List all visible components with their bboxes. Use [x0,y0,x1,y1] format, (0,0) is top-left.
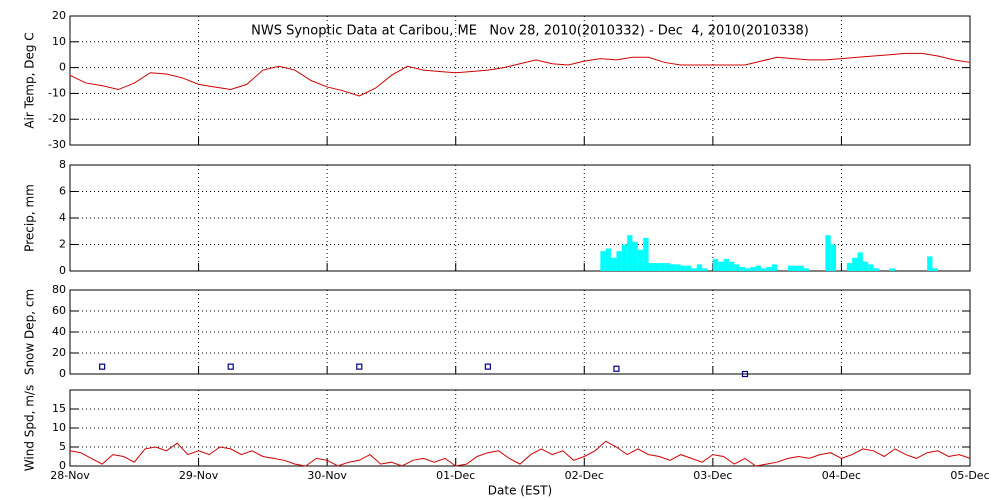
y-tick-label: 0 [59,459,66,472]
y-tick-label: 8 [59,158,66,171]
bar [857,252,863,271]
bar [718,261,724,271]
y-tick-label: -20 [48,112,66,125]
bar [745,268,751,271]
bar [825,235,831,271]
x-tick-label: 30-Nov [307,469,347,482]
y-tick-label: 60 [52,304,66,317]
point [227,363,234,370]
bar [675,264,681,271]
bar [600,251,606,271]
bar [889,268,895,271]
bar [680,265,687,271]
bar [761,268,767,271]
bar [755,265,762,271]
bar [670,264,676,271]
bar [648,263,654,271]
y-axis-label: Precip, mm [23,184,37,252]
y-tick-label: 15 [52,402,66,415]
x-tick-label: 05-Dec [950,469,989,482]
y-tick-label: 4 [59,211,66,224]
bar [605,248,612,271]
y-tick-label: 6 [59,185,66,198]
y-tick-label: -10 [48,86,66,99]
bar [766,267,772,271]
bar [739,267,745,271]
bar [611,257,617,271]
bar [653,263,660,271]
y-tick-label: 5 [59,440,66,453]
y-tick-label: 20 [52,9,66,22]
bar [771,264,778,271]
bar [750,267,756,271]
bar [712,259,719,271]
bar [932,268,938,271]
y-tick-label: 10 [52,421,66,434]
bar [830,244,837,271]
point [741,370,749,378]
x-tick-label: 29-Nov [179,469,219,482]
bar [734,264,740,271]
x-axis-label: Date (EST) [488,484,552,498]
bar [659,263,665,271]
bar [696,264,703,271]
bar [643,237,649,271]
bar [728,261,735,271]
bar [691,268,697,271]
y-tick-label: 80 [52,283,66,296]
x-tick-label: 02-Dec [565,469,604,482]
bar [803,268,810,271]
x-tick-label: 01-Dec [436,469,475,482]
data-line [69,440,971,467]
bar [637,249,644,271]
bar [627,235,633,271]
x-tick-label: 04-Dec [822,469,861,482]
bar [927,256,933,271]
point [356,363,363,370]
bar [793,265,799,271]
data-line [69,52,971,97]
y-tick-label: 0 [59,61,66,74]
bar [852,257,858,271]
bar [664,263,670,271]
y-axis-label: Wind Spd, m/s [23,385,37,471]
y-tick-label: -30 [48,138,66,151]
bar [868,264,874,271]
bar [616,251,622,271]
y-tick-label: 0 [59,367,66,380]
x-tick-label: 03-Dec [693,469,732,482]
point [484,363,491,370]
y-tick-label: 20 [52,346,66,359]
x-tick-label: 28-Nov [50,469,90,482]
y-tick-label: 10 [52,35,66,48]
bar [723,259,729,271]
point [99,363,106,370]
bar [787,265,794,271]
bar [862,261,869,271]
y-axis-label: Air Temp, Deg C [23,32,37,128]
y-tick-label: 2 [59,238,66,251]
point [613,365,620,372]
bar [686,265,692,271]
bar [621,244,628,271]
bar [632,241,638,271]
bar [798,265,804,271]
chart-title: NWS Synoptic Data at Caribou, ME Nov 28,… [251,24,809,39]
y-axis-label: Snow Dep, cm [23,289,37,375]
bar [846,263,853,271]
y-tick-label: 0 [59,264,66,277]
y-tick-label: 40 [52,325,66,338]
bar [702,268,708,271]
bar [873,268,879,271]
